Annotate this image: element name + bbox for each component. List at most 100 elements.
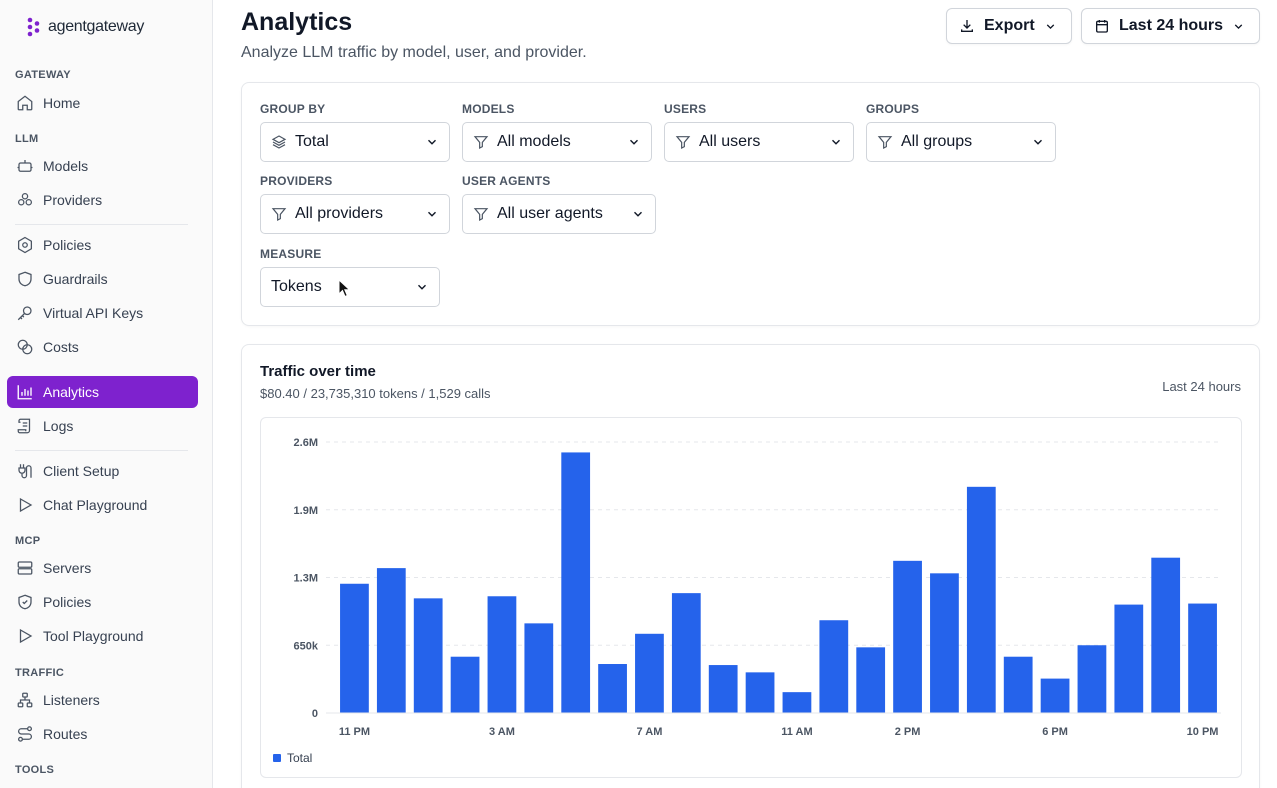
bar	[1040, 678, 1070, 713]
measure-select[interactable]: Tokens	[260, 267, 440, 307]
brand-logo[interactable]: agentgateway	[26, 17, 144, 37]
sidebar-item-label: Chat Playground	[43, 497, 148, 513]
time-range-button[interactable]: Last 24 hours	[1081, 8, 1260, 44]
sidebar-item-chat-playground[interactable]: Chat Playground	[7, 489, 198, 521]
chevron-down-icon	[1234, 23, 1243, 29]
home-icon	[17, 95, 33, 111]
bar	[376, 568, 406, 713]
sidebar-item-mcp-policies[interactable]: Policies	[7, 586, 198, 618]
bar	[340, 583, 369, 713]
users-select[interactable]: All users	[664, 122, 854, 162]
play-icon	[19, 628, 33, 644]
x-tick-label: 11 AM	[781, 726, 812, 738]
agentgateway-logo-icon	[27, 17, 40, 37]
sidebar-item-client-setup[interactable]: Client Setup	[7, 455, 198, 487]
sidebar-item-listeners[interactable]: Listeners	[7, 684, 198, 716]
bar	[671, 593, 701, 713]
bar	[966, 486, 996, 713]
x-tick-label: 6 PM	[1042, 726, 1068, 738]
layers-icon	[271, 135, 287, 149]
group-by-select[interactable]: Total	[260, 122, 450, 162]
sidebar-item-home[interactable]: Home	[7, 87, 198, 119]
bar	[1188, 603, 1217, 713]
chevron-down-icon	[428, 211, 436, 217]
sidebar-item-label: Routes	[43, 726, 88, 742]
sidebar-item-label: Costs	[43, 339, 79, 355]
sidebar-item-policies[interactable]: Policies	[7, 229, 198, 261]
y-tick-label: 1.3M	[294, 573, 318, 585]
group-by-label: GROUP BY	[260, 102, 326, 116]
chevron-down-icon	[832, 139, 840, 145]
chart-container: 0 650k 1.3M 1.9M 2.6M 11 PM 3 AM 7 AM 11 AM 2 PM 6…	[260, 417, 1242, 778]
time-range-label: Last 24 hours	[1119, 17, 1224, 34]
sidebar-item-label: Providers	[43, 192, 103, 208]
sidebar-item-label: Tool Playground	[43, 628, 144, 644]
bar	[487, 596, 517, 713]
user-agents-value: All user agents	[497, 205, 603, 222]
sidebar-divider	[15, 450, 188, 451]
mouse-cursor-icon	[338, 279, 351, 298]
route-icon	[17, 726, 33, 742]
filters-card: GROUP BY Total MODELS All models USERS A…	[241, 82, 1260, 326]
bar	[819, 620, 849, 713]
calendar-icon	[1096, 20, 1108, 33]
traffic-card: Traffic over time $80.40 / 23,735,310 to…	[241, 344, 1260, 788]
sidebar-item-label: Home	[43, 95, 81, 111]
sidebar-divider	[15, 224, 188, 225]
providers-select[interactable]: All providers	[260, 194, 450, 234]
sidebar-item-analytics[interactable]: Analytics	[7, 376, 198, 408]
traffic-summary: $80.40 / 23,735,310 tokens / 1,529 calls	[260, 386, 491, 401]
bar	[524, 623, 554, 713]
sidebar-item-models[interactable]: Models	[7, 150, 198, 182]
export-button[interactable]: Export	[946, 8, 1072, 44]
sidebar-item-virtual-api-keys[interactable]: Virtual API Keys	[7, 297, 198, 329]
plug-icon	[18, 464, 32, 479]
groups-label: GROUPS	[866, 102, 920, 116]
sidebar-item-label: Policies	[43, 237, 92, 253]
x-tick-label: 7 AM	[637, 726, 663, 738]
group-by-value: Total	[295, 133, 329, 150]
providers-label: PROVIDERS	[260, 174, 333, 188]
section-gateway: GATEWAY	[15, 69, 71, 81]
sidebar-item-providers[interactable]: Providers	[7, 184, 198, 216]
models-select[interactable]: All models	[462, 122, 652, 162]
bar	[413, 598, 443, 713]
section-tools: TOOLS	[15, 764, 55, 776]
y-tick-label: 650k	[294, 640, 319, 652]
legend-label: Total	[287, 751, 313, 765]
bar	[782, 692, 812, 713]
hexagon-icon	[17, 236, 33, 254]
measure-label: MEASURE	[260, 247, 322, 261]
sidebar-item-tool-playground[interactable]: Tool Playground	[7, 620, 198, 652]
sidebar-item-costs[interactable]: Costs	[7, 331, 198, 363]
bar	[930, 573, 959, 713]
sidebar-item-label: Logs	[43, 418, 74, 434]
chevron-down-icon	[1046, 23, 1054, 29]
bar	[450, 656, 480, 713]
bar	[1114, 604, 1144, 713]
sidebar-item-routes[interactable]: Routes	[7, 718, 198, 750]
shield-check-icon	[18, 594, 32, 610]
section-traffic: TRAFFIC	[15, 667, 65, 679]
chevron-down-icon	[634, 211, 642, 217]
groups-value: All groups	[901, 133, 973, 150]
sidebar-item-label: Guardrails	[43, 271, 108, 287]
chevron-down-icon	[630, 139, 638, 145]
user-agents-select[interactable]: All user agents	[462, 194, 656, 234]
groups-select[interactable]: All groups	[866, 122, 1056, 162]
shield-icon	[18, 271, 32, 287]
bar	[1077, 645, 1107, 713]
filter-icon	[473, 136, 489, 149]
sidebar-item-label: Servers	[43, 560, 92, 576]
chart-legend[interactable]: Total	[273, 751, 312, 765]
sidebar-item-servers[interactable]: Servers	[7, 552, 198, 584]
section-llm: LLM	[15, 133, 39, 145]
sidebar-item-guardrails[interactable]: Guardrails	[7, 263, 198, 295]
bar	[598, 664, 627, 713]
sidebar-item-label: Models	[43, 158, 89, 174]
page-subtitle: Analyze LLM traffic by model, user, and …	[241, 44, 587, 61]
sidebar-item-logs[interactable]: Logs	[7, 410, 198, 442]
models-value: All models	[497, 133, 571, 150]
traffic-range: Last 24 hours	[1162, 379, 1241, 394]
sidebar-item-label: Listeners	[43, 692, 100, 708]
